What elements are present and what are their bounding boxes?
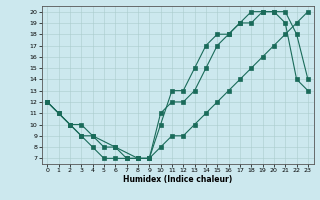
X-axis label: Humidex (Indice chaleur): Humidex (Indice chaleur) <box>123 175 232 184</box>
